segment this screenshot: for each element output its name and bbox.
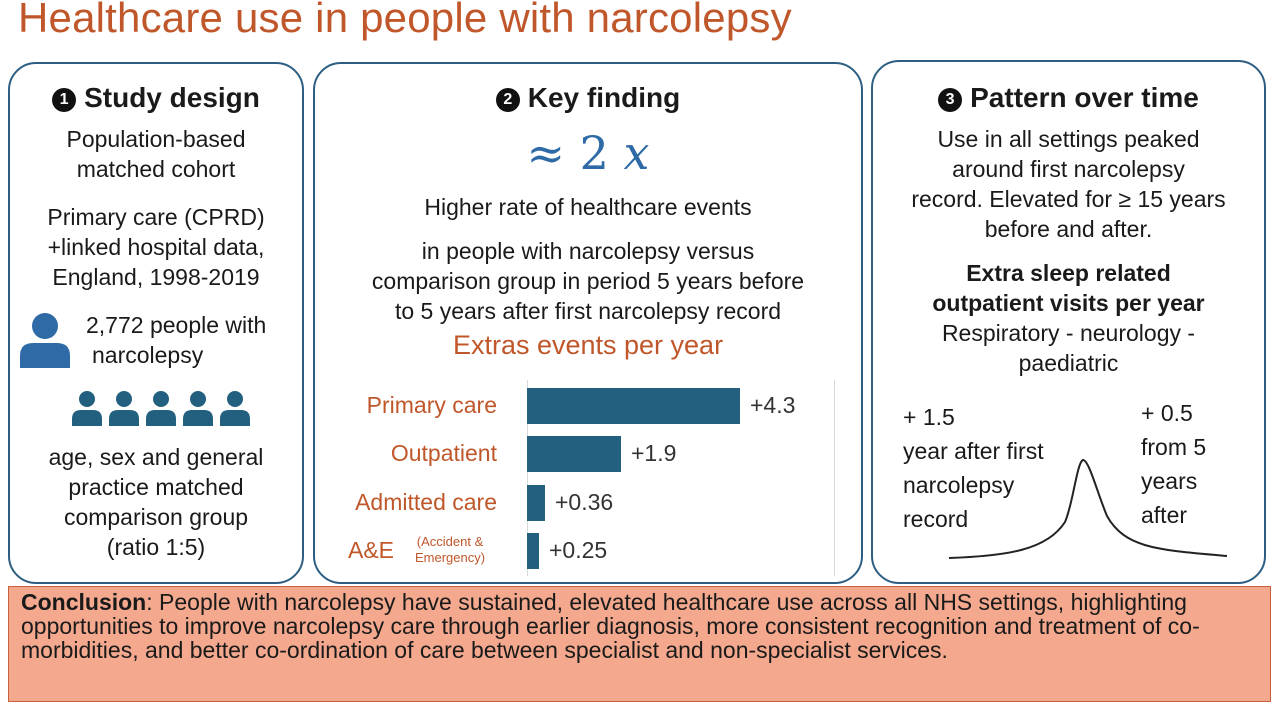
cohort-size-line2: narcolepsy xyxy=(92,342,204,368)
peak-line2: year after first xyxy=(903,438,1044,464)
rate-ratio-value: ≈ 2 xyxy=(526,126,609,180)
sleep-outpatient-heading: Extra sleep related outpatient visits pe… xyxy=(873,258,1264,318)
specialties-line1: Respiratory - neurology - xyxy=(941,320,1196,346)
finding-line4: to 5 years after first narcolepsy record xyxy=(394,298,782,324)
after-line3: years xyxy=(1141,468,1198,494)
bar xyxy=(527,388,740,424)
pattern-heading: 3 Pattern over time xyxy=(873,82,1264,114)
sleep-heading-line1: Extra sleep related xyxy=(966,260,1171,286)
rate-ratio-symbol: x xyxy=(623,126,650,180)
peak-curve xyxy=(948,458,1228,559)
chart-title: Extras events per year xyxy=(452,330,724,360)
pattern-description: Use in all settings peaked around first … xyxy=(873,124,1264,244)
extra-events-chart: Primary care +4.3 Outpatient +1.9 Admitted c… xyxy=(315,64,861,582)
rate-ratio: ≈ 2 x xyxy=(315,126,861,180)
pattern-over-time-panel: 3 Pattern over time Use in all settings p… xyxy=(871,60,1266,584)
bar-value-label: +0.36 xyxy=(555,489,614,515)
specialties-line2: paediatric xyxy=(1018,350,1119,376)
study-type-line1: Population-based xyxy=(66,126,246,152)
comparison-group: age, sex and general practice matched co… xyxy=(10,442,302,562)
chart-gridline xyxy=(834,380,835,576)
pattern-line3: record. Elevated for ≥ 15 years xyxy=(911,186,1226,212)
ae-note-line2: Emergency) xyxy=(415,550,486,565)
pattern-line2: around first narcolepsy xyxy=(952,156,1185,182)
key-finding-panel: 2 Key finding ≈ 2 x Higher rate of health… xyxy=(313,62,863,584)
conclusion-text: : People with narcolepsy have sustained,… xyxy=(21,589,1200,663)
comparison-line2: practice matched xyxy=(68,474,244,500)
finding-line1: Higher rate of healthcare events xyxy=(424,194,752,220)
data-source-line1: Primary care (CPRD) xyxy=(47,204,265,230)
finding-detail: in people with narcolepsy versus compari… xyxy=(315,236,861,326)
bar-value-label: +0.25 xyxy=(549,537,608,563)
number-badge-2: 2 xyxy=(495,88,520,112)
number-badge-3: 3 xyxy=(938,88,963,112)
chart-axis-line xyxy=(527,380,528,576)
bar-category-label: A&E xyxy=(348,537,395,563)
finding-line2: in people with narcolepsy versus xyxy=(421,238,755,264)
comparison-line1: age, sex and general xyxy=(48,444,264,470)
conclusion-label: Conclusion xyxy=(21,589,147,615)
data-source-line3: England, 1998-2019 xyxy=(52,264,260,290)
ae-note-line1: (Accident & xyxy=(416,534,484,549)
specialties: Respiratory - neurology - paediatric xyxy=(873,318,1264,378)
pattern-line1: Use in all settings peaked xyxy=(937,126,1200,152)
bar-category-label: Admitted care xyxy=(355,489,497,515)
study-type: Population-based matched cohort xyxy=(10,124,302,184)
cohort-size: 2,772 people with narcolepsy xyxy=(86,310,266,370)
pattern-line4: before and after. xyxy=(984,216,1153,242)
comparison-line4: (ratio 1:5) xyxy=(106,534,206,560)
person-icon xyxy=(20,313,70,368)
ae-note: (Accident & Emergency) xyxy=(415,534,485,566)
number-badge-1: 1 xyxy=(52,88,77,112)
sleep-heading-line2: outpatient visits per year xyxy=(932,290,1205,316)
bar xyxy=(527,533,539,569)
study-type-line2: matched cohort xyxy=(76,156,236,182)
peak-line4: record xyxy=(903,506,969,532)
study-design-title: Study design xyxy=(84,82,260,113)
peak-annotation: + 1.5 year after first narcolepsy record xyxy=(903,400,1044,536)
key-finding-heading: 2 Key finding xyxy=(315,82,861,114)
conclusion-box: Conclusion: People with narcolepsy have … xyxy=(8,586,1271,702)
after-annotation: + 0.5 from 5 years after xyxy=(1141,396,1206,532)
study-design-panel: 1 Study design Population-based matched c… xyxy=(8,62,304,584)
bar-value-label: +1.9 xyxy=(631,440,677,466)
finding-line3: comparison group in period 5 years befor… xyxy=(371,268,805,294)
after-line2: from 5 xyxy=(1141,434,1207,460)
page-title: Healthcare use in people with narcolepsy xyxy=(18,0,792,41)
pattern-title: Pattern over time xyxy=(970,82,1199,113)
peak-line1: + 1.5 xyxy=(903,404,955,430)
bar xyxy=(527,485,545,521)
key-finding-title: Key finding xyxy=(527,82,681,113)
after-line1: + 0.5 xyxy=(1141,400,1193,426)
bar-category-label: Outpatient xyxy=(390,440,497,466)
bar-category-label: Primary care xyxy=(366,392,497,418)
bar xyxy=(527,436,621,472)
peak-line3: narcolepsy xyxy=(903,472,1015,498)
study-design-heading: 1 Study design xyxy=(10,82,302,114)
cohort-size-line1: 2,772 people with xyxy=(86,312,267,338)
people-group-icon xyxy=(72,391,250,426)
data-source: Primary care (CPRD) +linked hospital dat… xyxy=(10,202,302,292)
data-source-line2: +linked hospital data, xyxy=(47,234,265,260)
comparison-line3: comparison group xyxy=(63,504,249,530)
after-line4: after xyxy=(1141,502,1188,528)
bar-value-label: +4.3 xyxy=(750,392,796,418)
